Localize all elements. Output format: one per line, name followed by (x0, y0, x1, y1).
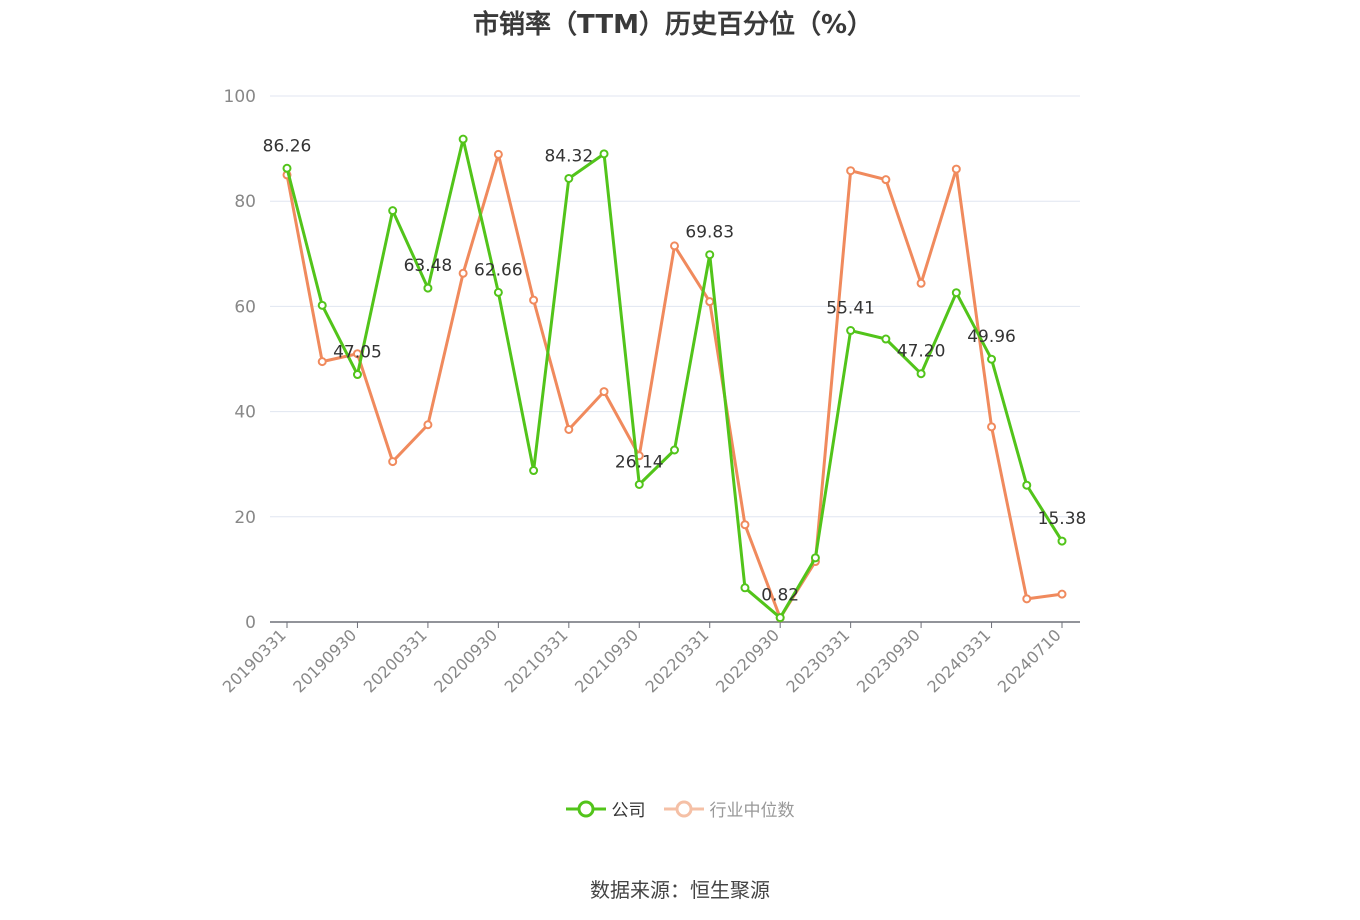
data-point-company (1022, 480, 1032, 490)
data-point-company (352, 370, 362, 380)
data-label: 62.66 (474, 260, 523, 280)
y-tick-label: 0 (245, 613, 256, 633)
data-label-layer: 86.26 47.05 63.48 62.66 84.32 26.14 69.83 0.82 5… (263, 136, 1087, 605)
data-point-company (881, 334, 891, 344)
data-point-company (846, 326, 856, 336)
x-tick-label: 20200331 (360, 625, 431, 696)
data-label: 49.96 (967, 327, 1016, 347)
data-point-industry (705, 297, 715, 307)
data-point-industry (916, 278, 926, 288)
data-label: 69.83 (685, 223, 734, 243)
data-point-company (493, 287, 503, 297)
data-point-company (599, 149, 609, 159)
data-label: 84.32 (544, 146, 593, 166)
grid-layer (270, 95, 1080, 518)
data-source: 数据来源：恒生聚源 (590, 878, 770, 902)
data-point-company (282, 163, 292, 173)
data-point-industry (564, 424, 574, 434)
y-tick-label: 60 (234, 297, 256, 317)
x-tick-label: 20210331 (501, 625, 572, 696)
data-point-company (951, 288, 961, 298)
data-point-industry (317, 357, 327, 367)
data-point-company (1057, 536, 1067, 546)
data-point-industry (423, 420, 433, 430)
data-point-industry (670, 241, 679, 251)
legend-item-industry[interactable]: 行业中位数 (663, 796, 795, 821)
data-label: 86.26 (263, 136, 312, 156)
data-point-company (388, 206, 398, 216)
x-tick-label: 20220930 (712, 625, 783, 696)
data-point-company (987, 354, 997, 364)
legend-item-company[interactable]: 公司 (565, 796, 646, 821)
data-label: 15.38 (1038, 509, 1087, 529)
series-layer (282, 134, 1067, 623)
legend-label-industry: 行业中位数 (709, 801, 795, 821)
data-label: 55.41 (826, 299, 875, 319)
data-label: 47.05 (333, 343, 382, 363)
y-tick-label: 100 (224, 87, 256, 107)
data-label: 63.48 (404, 256, 453, 276)
data-point-company (916, 369, 926, 379)
y-tick-label: 20 (234, 508, 256, 528)
data-label: 26.14 (615, 453, 664, 473)
data-point-industry (951, 164, 961, 174)
legend-marker-industry-icon (663, 800, 704, 817)
x-tick-label: 20230331 (782, 625, 853, 696)
legend-marker-company-icon (565, 800, 606, 817)
data-point-industry (493, 149, 503, 159)
data-point-company (317, 300, 327, 310)
data-point-industry (529, 295, 539, 305)
x-tick-label: 20210930 (571, 625, 642, 696)
data-point-company (564, 173, 574, 183)
data-point-industry (740, 520, 750, 530)
data-point-industry (599, 387, 609, 397)
data-label: 47.20 (897, 342, 946, 362)
x-tick-label: 20220331 (642, 625, 713, 696)
y-tick-label: 80 (234, 192, 256, 212)
data-point-industry (881, 175, 891, 185)
x-tick-label: 20190930 (289, 625, 360, 696)
chart-title: 市销率（TTM）历史百分位（%） (473, 10, 873, 40)
data-point-company (529, 466, 539, 476)
data-point-company (458, 134, 468, 144)
legend-label-company: 公司 (611, 801, 646, 821)
data-point-industry (1022, 594, 1032, 604)
x-tick-label: 20190331 (219, 625, 290, 696)
data-point-company (423, 283, 433, 293)
data-point-industry (388, 457, 398, 467)
x-tick-label: 20240710 (994, 625, 1065, 696)
data-point-company (740, 583, 750, 593)
x-tick-label: 20200930 (430, 625, 501, 696)
data-point-company (775, 613, 785, 623)
x-tick-label: 20230930 (853, 625, 924, 696)
series-line-industry (285, 152, 1063, 620)
data-point-company (810, 553, 820, 563)
data-point-company (634, 480, 644, 490)
x-tick-label: 20240331 (923, 625, 994, 696)
data-point-industry (987, 422, 997, 432)
data-point-industry (846, 166, 856, 176)
data-point-company (705, 250, 715, 260)
series-line-company (285, 137, 1064, 620)
legend: 公司 行业中位数 (0, 796, 1360, 821)
y-tick-label: 40 (234, 403, 256, 423)
data-point-industry (1057, 589, 1067, 599)
data-point-industry (458, 268, 468, 278)
data-point-company (670, 445, 679, 455)
data-label: 0.82 (761, 586, 799, 606)
